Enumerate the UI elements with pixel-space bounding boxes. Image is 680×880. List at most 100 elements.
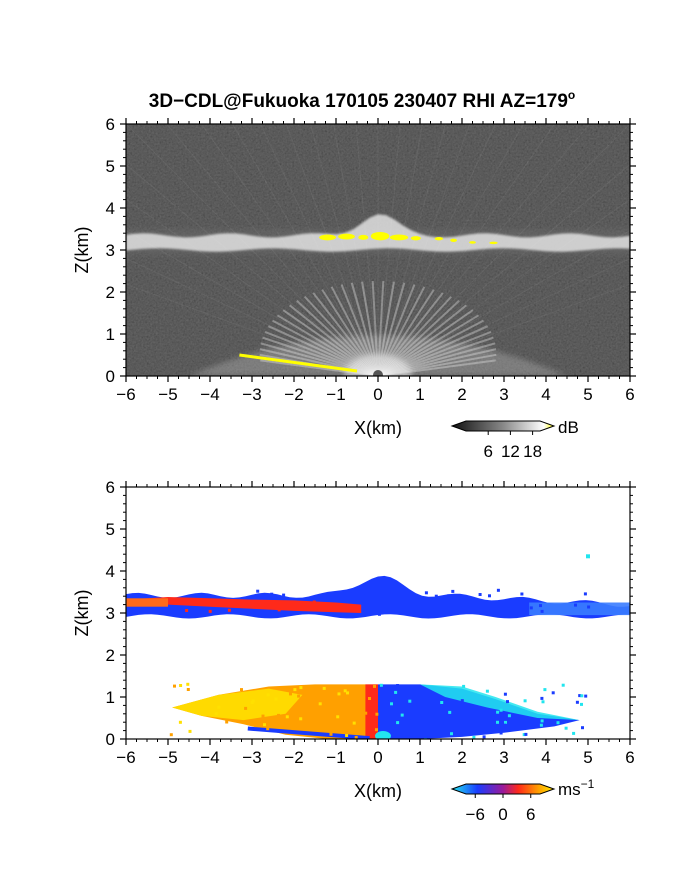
doppler-speckle [580, 694, 584, 698]
beam-ray [377, 124, 447, 376]
doppler-speckle [266, 693, 270, 697]
doppler-ytick-label: 4 [106, 562, 115, 581]
beam-ray [377, 124, 471, 376]
doppler-speckle [208, 609, 212, 613]
doppler-speckle [575, 700, 579, 704]
doppler-speckle [263, 723, 266, 727]
doppler-speckle [496, 588, 500, 592]
intensity-image [126, 124, 630, 376]
doppler-speckle [499, 731, 503, 735]
doppler-speckle [410, 719, 414, 723]
doppler-speckle [394, 690, 398, 694]
beam-ray [377, 124, 591, 376]
doppler-xtick-label: 1 [415, 748, 424, 767]
doppler-speckle [489, 609, 493, 613]
doppler-speckle [337, 692, 341, 696]
doppler-speckle [504, 720, 507, 724]
intensity-ytick-label: 4 [106, 199, 115, 218]
doppler-speckle [289, 692, 292, 696]
beam-ray [126, 124, 379, 376]
doppler-speckle [506, 611, 509, 615]
beam-ray [333, 124, 379, 376]
doppler-speckle [507, 714, 511, 718]
ground-echo-line [239, 353, 358, 373]
doppler-speckle [185, 609, 189, 612]
doppler-speckle [574, 603, 577, 607]
doppler-speckle [583, 592, 587, 596]
doppler-speckle [564, 726, 568, 730]
strong-echo-blob [319, 234, 336, 241]
doppler-speckle [346, 691, 349, 695]
doppler-speckle [240, 688, 243, 692]
doppler-speckle [540, 719, 544, 723]
doppler-speckle [584, 694, 588, 698]
doppler-speckle [503, 723, 507, 727]
doppler-speckle [227, 608, 231, 612]
doppler-speckle [293, 688, 297, 692]
fan-core [344, 354, 412, 376]
doppler-ytick-label: 6 [106, 478, 115, 497]
intensity-xtick-label: −5 [158, 385, 177, 404]
doppler-speckle [450, 732, 453, 736]
doppler-speckle [543, 688, 547, 692]
strong-echo-blob [410, 236, 421, 241]
doppler-ytick-label: 3 [106, 604, 115, 623]
intensity-xtick-label: −3 [242, 385, 261, 404]
strong-echo-blob [434, 236, 444, 241]
doppler-speckle [520, 592, 524, 596]
doppler-speckle [541, 700, 545, 704]
doppler-speckle [329, 732, 333, 736]
doppler-speckle [460, 699, 464, 703]
doppler-speckle [443, 595, 447, 599]
doppler-colorbar-tick-label: 0 [498, 805, 507, 824]
doppler-colorbar: −6 0 6 ms−1 [450, 777, 595, 824]
intensity-xtick-label: −1 [326, 385, 345, 404]
doppler-speckle [370, 593, 374, 597]
doppler-speckle [512, 609, 516, 612]
beam-ray [200, 124, 379, 376]
doppler-speckle [173, 684, 176, 688]
doppler-cloud-base-orange [126, 598, 168, 607]
intensity-colorbar-tick-label: 6 [483, 442, 492, 461]
intensity-xtick-label: 5 [583, 385, 592, 404]
doppler-xtick-label: 3 [499, 748, 508, 767]
doppler-speckle [322, 701, 326, 705]
doppler-speckle [506, 700, 509, 704]
intensity-xtick-label: −2 [284, 385, 303, 404]
doppler-speckle [522, 733, 526, 737]
doppler-speckle [312, 600, 316, 604]
doppler-speckle [203, 594, 207, 598]
intensity-xlabel: X(km) [354, 418, 402, 438]
doppler-speckle [572, 731, 576, 735]
doppler-speckle [488, 594, 491, 598]
doppler-speckle [179, 684, 183, 687]
doppler-speckle [434, 594, 438, 598]
doppler-speckle [551, 691, 555, 695]
doppler-speckle [396, 721, 400, 725]
beam-ray [377, 124, 401, 376]
doppler-xtick-label: 4 [541, 748, 550, 767]
doppler-speckle [540, 609, 544, 613]
doppler-speckle [390, 702, 393, 706]
doppler-speckle [379, 683, 383, 687]
intensity-xtick-label: −4 [200, 385, 219, 404]
intensity-colorbar-tick-label: 18 [523, 442, 542, 461]
doppler-speckle [448, 710, 452, 714]
doppler-speckle [408, 699, 412, 703]
intensity-xtick-label: 4 [541, 385, 550, 404]
doppler-speckle [336, 715, 340, 719]
doppler-colorbar-tick-label: −6 [466, 805, 485, 824]
doppler-speckle [244, 706, 248, 710]
doppler-speckle [485, 689, 489, 693]
doppler-speckle [277, 713, 280, 717]
beam-ray [377, 124, 556, 376]
doppler-speckle [217, 705, 221, 709]
doppler-speckle [388, 697, 392, 701]
intensity-ytick-label: 3 [106, 241, 115, 260]
doppler-speckle [299, 717, 303, 721]
doppler-speckle [273, 596, 277, 600]
doppler-speckle [561, 683, 565, 687]
doppler-speckle [345, 734, 349, 737]
beam-ray [309, 124, 379, 376]
